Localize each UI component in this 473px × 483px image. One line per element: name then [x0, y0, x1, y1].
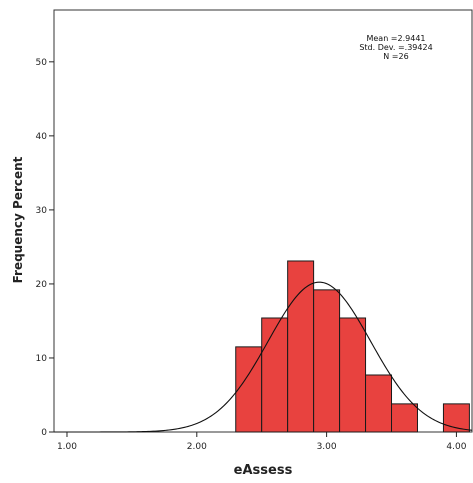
x-tick-label-1.00: 1.00: [57, 442, 77, 452]
x-tick-label-4.00: 4.00: [446, 442, 466, 452]
x-tick-label-3.00: 3.00: [317, 442, 337, 452]
stats-n: N =26: [383, 52, 408, 61]
normal-curve: [54, 281, 473, 433]
y-tick-label-20: 20: [36, 280, 48, 290]
x-axis-title: eAssess: [234, 463, 293, 478]
histogram-bar-4: [313, 289, 341, 433]
y-tick-label-40: 40: [36, 132, 48, 142]
x-tick-label-2.00: 2.00: [187, 442, 207, 452]
y-tick-label-10: 10: [36, 354, 48, 364]
histogram-bar-5: [339, 317, 367, 433]
y-tick-label-0: 0: [41, 428, 47, 438]
y-axis-title: Frequency Percent: [11, 156, 25, 283]
stats-std-dev: Std. Dev. =.39424: [359, 43, 432, 52]
stats-mean: Mean =2.9441: [366, 34, 425, 43]
histogram-bar-6: [365, 374, 393, 433]
histogram-bar-7: [391, 403, 418, 433]
y-tick-label-30: 30: [36, 206, 48, 216]
y-tick-label-50: 50: [36, 58, 48, 68]
histogram-bar-3: [287, 260, 315, 433]
histogram-bar-2: [261, 317, 289, 433]
